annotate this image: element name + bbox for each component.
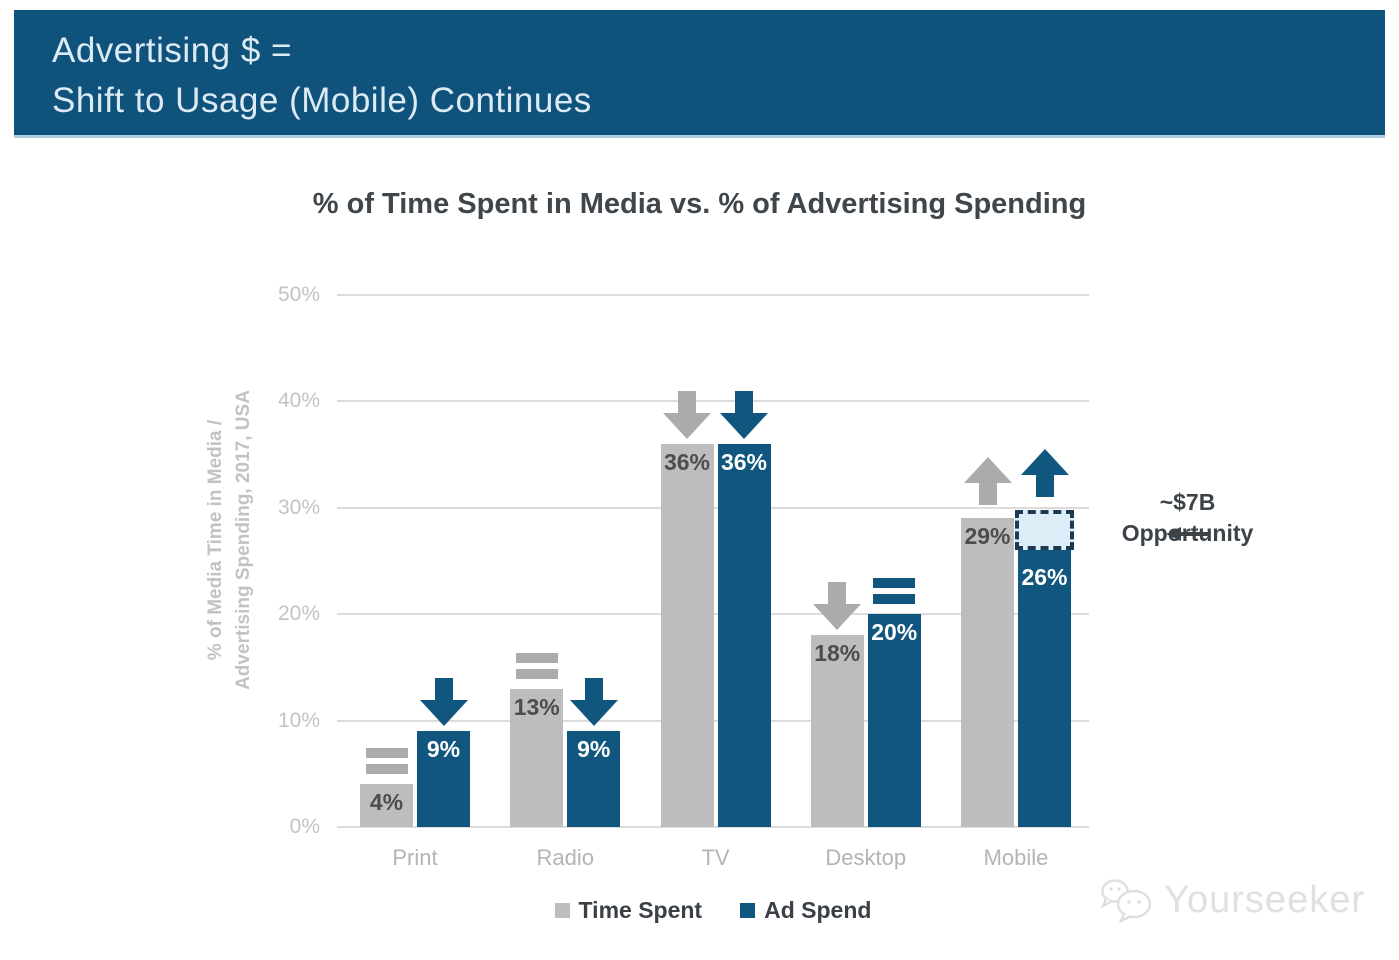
bar-value-radio-ad-spend: 9% bbox=[577, 736, 611, 763]
watermark-text: Yourseeker bbox=[1164, 878, 1365, 921]
bar-radio-time-spent: 13% bbox=[510, 688, 564, 827]
bar-value-print-ad-spend: 9% bbox=[426, 736, 461, 763]
trend-down-icon-tv-ad-spend bbox=[720, 390, 768, 439]
legend-item-ad-spend: Ad Spend bbox=[740, 897, 871, 924]
legend-label-ad-spend: Ad Spend bbox=[764, 897, 872, 923]
legend-swatch-time-spent bbox=[554, 903, 570, 918]
chart-legend: Time Spent Ad Spend bbox=[337, 897, 1089, 924]
y-tick-label-40-: 40% bbox=[277, 389, 320, 413]
bar-value-tv-ad-spend: 36% bbox=[720, 448, 768, 475]
trend-down-icon-radio-ad-spend bbox=[569, 678, 618, 727]
category-label-print: Print bbox=[392, 845, 438, 870]
slide-title-line2: Shift to Usage (Mobile) Continues bbox=[52, 80, 592, 120]
bar-value-desktop-time-spent: 18% bbox=[814, 640, 861, 667]
legend-swatch-ad-spend bbox=[740, 903, 756, 918]
category-label-mobile: Mobile bbox=[983, 845, 1049, 870]
bar-value-desktop-ad-spend: 20% bbox=[871, 619, 918, 646]
bar-tv-time-spent: 36% bbox=[660, 443, 714, 827]
opportunity-box bbox=[1015, 510, 1074, 551]
bar-desktop-ad-spend: 20% bbox=[867, 614, 921, 827]
legend-label-time-spent: Time Spent bbox=[578, 897, 703, 923]
trend-up-icon-mobile-time-spent bbox=[963, 457, 1012, 506]
gridline-50- bbox=[337, 294, 1089, 296]
y-tick-label-10-: 10% bbox=[277, 708, 320, 732]
chart-title: % of Time Spent in Media vs. % of Advert… bbox=[312, 188, 1087, 220]
slide-title-line1: Advertising $ = bbox=[52, 31, 292, 70]
trend-up-icon-mobile-ad-spend bbox=[1020, 449, 1069, 498]
bar-value-radio-time-spent: 13% bbox=[513, 693, 560, 720]
bar-value-mobile-time-spent: 29% bbox=[964, 523, 1011, 550]
bar-print-ad-spend: 9% bbox=[417, 731, 470, 827]
y-tick-label-30-: 30% bbox=[277, 495, 320, 519]
y-tick-label-20-: 20% bbox=[277, 602, 320, 626]
bar-mobile-ad-spend: 26% bbox=[1018, 550, 1071, 827]
slide-title-bar: Advertising $ = Shift to Usage (Mobile) … bbox=[14, 10, 1385, 138]
trend-flat-icon-desktop-ad-spend bbox=[873, 576, 916, 605]
bar-value-mobile-ad-spend: 26% bbox=[1021, 564, 1068, 591]
bar-desktop-time-spent: 18% bbox=[810, 635, 864, 827]
legend-item-time-spent: Time Spent bbox=[554, 897, 703, 924]
bar-print-time-spent: 4% bbox=[360, 784, 413, 827]
arrow-left-icon bbox=[1165, 526, 1210, 541]
opportunity-annotation: ~$7B Opportunity bbox=[1080, 489, 1295, 547]
category-label-desktop: Desktop bbox=[825, 845, 907, 870]
trend-flat-icon-radio-time-spent bbox=[515, 651, 558, 679]
gridline-0- bbox=[337, 826, 1089, 828]
gridline-40- bbox=[337, 400, 1089, 403]
bar-value-tv-time-spent: 36% bbox=[663, 448, 711, 475]
trend-down-icon-tv-time-spent bbox=[663, 390, 711, 439]
bar-value-print-time-spent: 4% bbox=[369, 789, 404, 816]
opportunity-amount: ~$7B bbox=[1159, 489, 1216, 515]
bar-tv-ad-spend: 36% bbox=[717, 443, 771, 827]
watermark: Yourseeker bbox=[1098, 876, 1365, 924]
y-tick-label-0-: 0% bbox=[289, 815, 320, 838]
trend-down-icon-print-ad-spend bbox=[419, 678, 468, 727]
trend-flat-icon-print-time-spent bbox=[365, 746, 408, 775]
category-label-radio: Radio bbox=[536, 845, 594, 870]
bar-mobile-time-spent: 29% bbox=[961, 518, 1014, 827]
y-tick-label-50-: 50% bbox=[277, 283, 320, 306]
chat-bubbles-icon bbox=[1098, 876, 1156, 924]
bar-radio-ad-spend: 9% bbox=[567, 731, 621, 827]
category-label-tv: TV bbox=[701, 845, 730, 870]
trend-down-icon-desktop-time-spent bbox=[813, 582, 862, 631]
